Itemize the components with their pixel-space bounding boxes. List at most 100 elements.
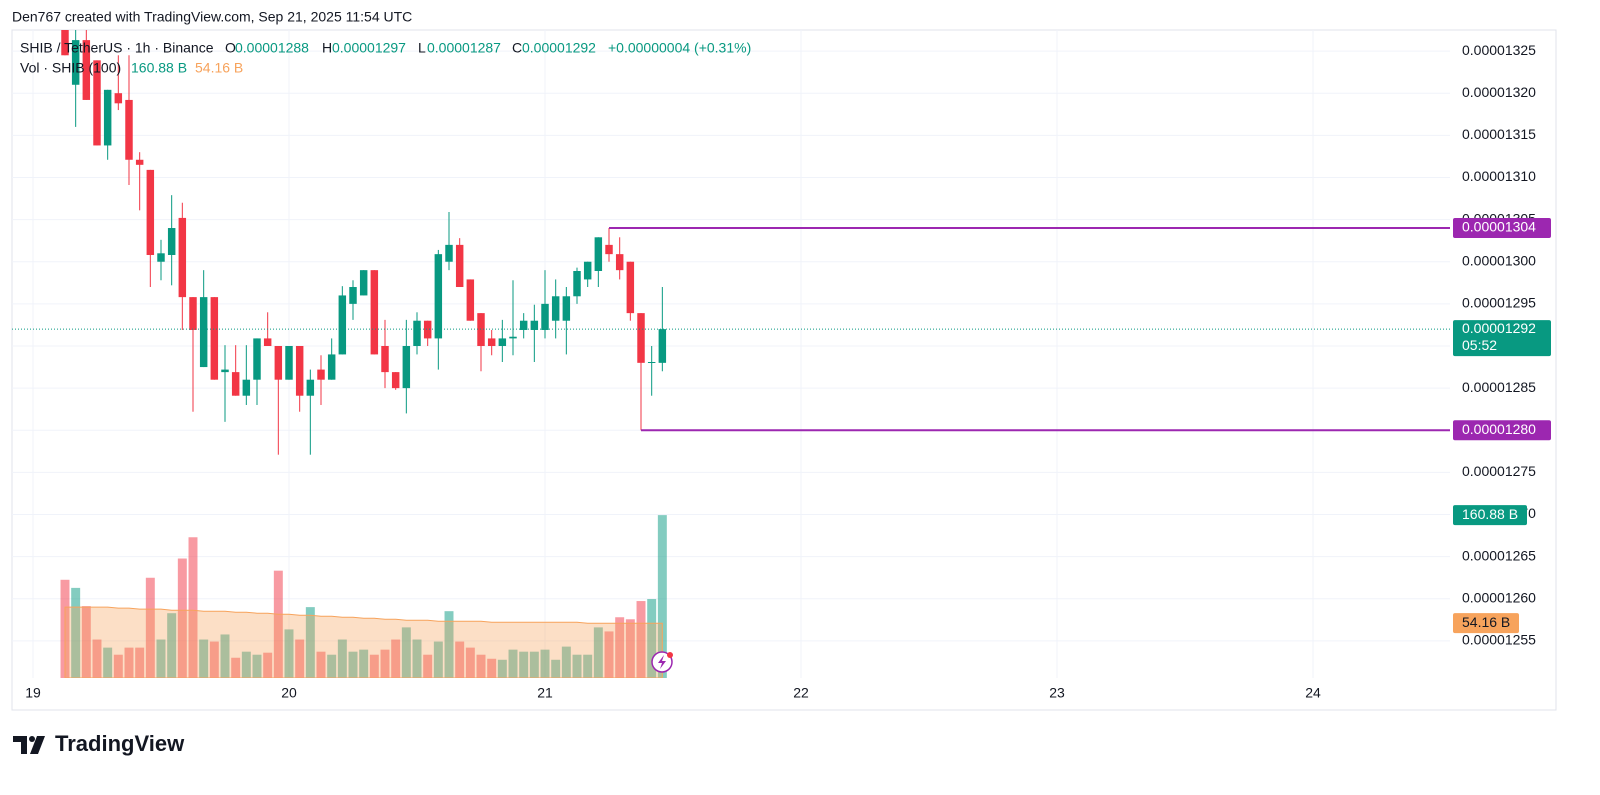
y-tick-label: 0.00001260 xyxy=(1462,589,1536,605)
candle-body xyxy=(274,345,283,380)
y-tick-label: 0.00001265 xyxy=(1462,547,1536,563)
volume-bar xyxy=(103,647,113,678)
volume-bar xyxy=(220,634,230,678)
volume-ma-legend-value: 54.16 B xyxy=(195,60,243,76)
level-label-bg xyxy=(1453,420,1551,441)
volume-bar xyxy=(444,611,454,678)
volume-bar xyxy=(188,537,198,678)
volume-bar xyxy=(231,657,241,678)
volume-bar xyxy=(327,654,337,678)
candle-body xyxy=(167,228,176,255)
candle-body xyxy=(306,379,315,396)
candle-body xyxy=(626,261,635,314)
candle-body xyxy=(221,369,229,373)
volume-bar xyxy=(380,649,390,678)
volume-bar xyxy=(625,619,635,678)
legend-low: 0.00001287 xyxy=(427,40,501,56)
alert-icon xyxy=(651,651,673,673)
legend: SHIB / TetherUS · 1h · Binance O 0.00001… xyxy=(20,40,751,76)
candle-body xyxy=(562,296,571,321)
legend-key: O xyxy=(225,40,236,56)
x-tick-label: 22 xyxy=(793,685,809,701)
candle-body xyxy=(455,244,464,288)
candle-body xyxy=(370,270,379,355)
volume-bar xyxy=(71,587,81,678)
candle-body xyxy=(125,99,133,160)
volume-bar xyxy=(593,627,603,678)
y-tick-label: 0.00001285 xyxy=(1462,379,1536,395)
candle-body xyxy=(103,89,112,146)
volume-bar xyxy=(465,647,475,678)
level-label: 0.00001304 xyxy=(1462,219,1536,235)
candle-body xyxy=(530,320,539,330)
volume-bar xyxy=(647,599,657,678)
y-tick-label: 0.00001275 xyxy=(1462,463,1536,479)
volume-bar xyxy=(273,570,283,678)
candle-body xyxy=(317,369,325,380)
candle-body xyxy=(82,40,91,100)
volume-bar xyxy=(263,652,273,678)
chart-frame xyxy=(11,29,1557,711)
price-label: 0.00001292 xyxy=(1462,320,1536,336)
volume-ma-area xyxy=(64,606,663,678)
volume-bar xyxy=(305,607,315,678)
volume-bar xyxy=(348,651,358,678)
legend-change: +0.00000004 (+0.31%) xyxy=(608,40,751,56)
volume-bar xyxy=(508,649,518,678)
volume-bar xyxy=(401,627,411,678)
volume-legend-value: 160.88 B xyxy=(131,60,187,76)
legend-open: 0.00001288 xyxy=(235,40,309,56)
volume-bar xyxy=(337,639,347,678)
candle-body xyxy=(359,270,368,296)
candle-body xyxy=(114,93,123,104)
volume-bar xyxy=(657,515,667,678)
candle-body xyxy=(189,297,197,330)
candle-body xyxy=(157,253,165,262)
volume-bar xyxy=(156,639,166,678)
x-tick-label: 19 xyxy=(25,685,41,701)
candle-body xyxy=(615,254,624,271)
volume-bar xyxy=(412,639,422,678)
volume-bar xyxy=(167,613,177,678)
volume-bar xyxy=(615,617,625,678)
volume-legend: Vol · SHIB (100) xyxy=(20,60,121,76)
x-tick-label: 21 xyxy=(537,685,553,701)
volume-bar xyxy=(124,647,134,678)
candle-body xyxy=(509,336,517,339)
volume-bar xyxy=(572,654,582,678)
x-tick-label: 23 xyxy=(1049,685,1065,701)
y-tick-label: 0.00001295 xyxy=(1462,295,1536,311)
volume-bar xyxy=(583,654,593,678)
candle-body xyxy=(93,60,101,146)
candle-body xyxy=(594,237,603,271)
y-tick-label: 0.00001310 xyxy=(1462,168,1536,184)
candle-body xyxy=(253,338,261,380)
volume-bar xyxy=(604,631,614,678)
volume-bar xyxy=(636,601,646,678)
volume-bar xyxy=(113,654,123,678)
candle-body xyxy=(658,329,667,363)
candle-body xyxy=(647,362,656,364)
volume-bar xyxy=(561,646,571,678)
volume-bar xyxy=(81,606,91,678)
volume-bar xyxy=(476,654,486,678)
legend-key: L xyxy=(418,40,426,56)
y-tick-label: 0.00001300 xyxy=(1462,252,1536,268)
volume-ma-label-bg xyxy=(1453,613,1519,634)
plot xyxy=(60,30,667,678)
legend-high: 0.00001297 xyxy=(332,40,406,56)
candle-body xyxy=(178,217,187,298)
volume-ma-label: 54.16 B xyxy=(1462,614,1510,630)
candle-body xyxy=(295,345,304,396)
header: Den767 created with TradingView.com, Sep… xyxy=(12,9,412,25)
axes: 0.00001325 0.00001320 0.00001315 0.00001310… xyxy=(12,42,1551,701)
candle-body xyxy=(146,169,155,255)
candle-body xyxy=(402,345,411,389)
candle-body xyxy=(466,279,475,321)
volume-bar xyxy=(359,649,369,678)
symbol-title: SHIB / TetherUS · 1h · Binance xyxy=(20,40,214,56)
candle-body xyxy=(210,297,219,380)
level-label-bg xyxy=(1453,218,1551,239)
volume-bar xyxy=(295,639,305,678)
